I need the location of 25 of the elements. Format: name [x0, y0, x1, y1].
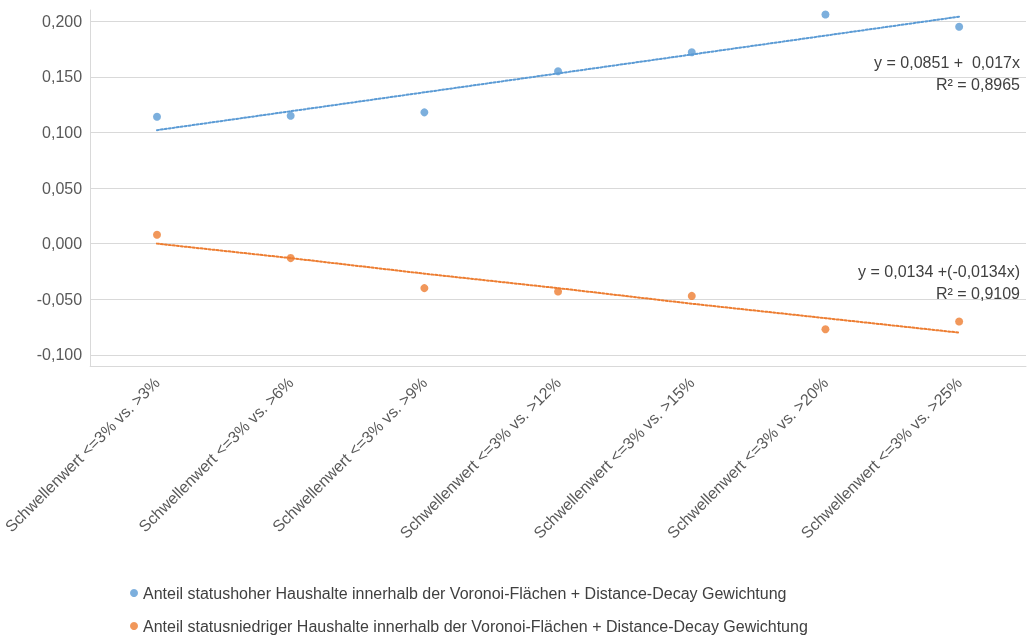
point: [687, 291, 696, 300]
y-tick-label: -0,100: [36, 346, 83, 364]
point: [286, 111, 295, 120]
legend-label: Anteil statusniedriger Haushalte innerhalb der Voronoi-Flächen + Distance-Decay Gewichtung: [143, 617, 808, 635]
annotation: y = 0,0134 +(-0,0134x) R² = 0,9109: [858, 262, 1021, 302]
point: [821, 10, 830, 19]
y-tick-label: 0,200: [42, 12, 83, 30]
y-tick-label: 0,000: [42, 235, 83, 253]
point: [687, 48, 696, 57]
point: [152, 230, 161, 239]
point: [152, 112, 161, 121]
point: [955, 317, 964, 326]
point: [286, 254, 295, 263]
point: [420, 284, 429, 293]
point: [821, 325, 830, 334]
annotation: y = 0,0851 + 0,017x R² = 0,8965: [874, 53, 1021, 93]
legend-label: Anteil statushoher Haushalte innerhalb der Voronoi-Flächen + Distance-Decay Gewichtung: [143, 584, 787, 602]
y-tick-label: 0,150: [42, 68, 83, 86]
y-tick-label: 0,050: [42, 179, 83, 197]
y-tick-label: 0,100: [42, 123, 83, 141]
point: [420, 108, 429, 117]
y-tick-label: -0,050: [36, 290, 83, 308]
point: [554, 67, 563, 76]
point: [554, 287, 563, 296]
point: [955, 22, 964, 31]
